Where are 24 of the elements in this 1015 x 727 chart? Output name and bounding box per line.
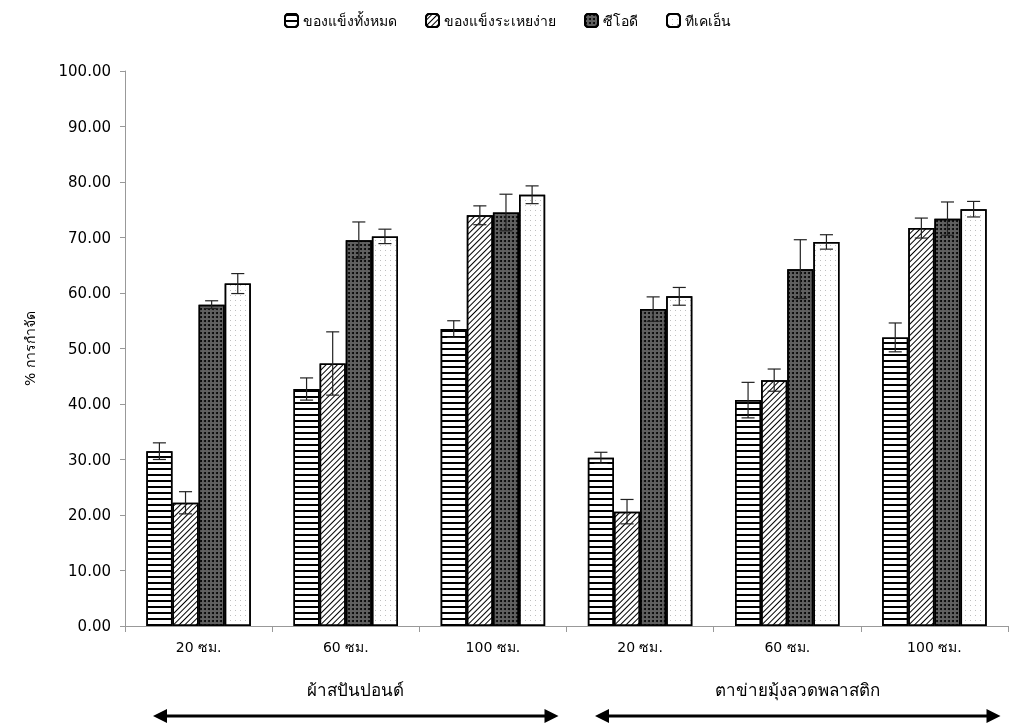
y-tick-label: 70.00 <box>68 228 111 247</box>
y-tick-label: 100.00 <box>58 62 111 80</box>
x-tick-label: 100 ซม. <box>465 639 521 655</box>
y-tick-label: 80.00 <box>68 173 111 191</box>
text: ตาข่ายมุ้งลวดพลาสติก <box>714 679 880 703</box>
legend-label: ซีโอดี <box>603 12 638 29</box>
y-tick-label: 40.00 <box>68 395 111 413</box>
y-tick-label: 0.00 <box>77 617 111 635</box>
legend-label: ของแข็งระเหยง่าย <box>444 11 556 29</box>
text: ผ้าสปันปอนด์ <box>307 679 405 702</box>
x-tick-label: 20 ซม. <box>175 639 222 655</box>
y-tick-label: 10.00 <box>68 561 111 580</box>
legend-label: ของแข็งทั้งหมด <box>303 10 397 29</box>
x-tick-label: 20 ซม. <box>617 639 663 655</box>
y-axis-title: % การกำจัด <box>22 311 38 386</box>
y-tick-label: 90.00 <box>68 117 111 136</box>
y-tick-label: 60.00 <box>68 284 111 302</box>
y-tick-label: 20.00 <box>68 506 111 524</box>
y-tick-label: 50.00 <box>68 339 111 358</box>
y-tick-label: 30.00 <box>68 450 111 469</box>
x-tick-label: 60 ซม. <box>764 639 811 655</box>
x-tick-label: 100 ซม. <box>907 639 962 655</box>
x-tick-label: 60 ซม. <box>322 639 369 655</box>
legend-label: ทีเคเอ็น <box>685 11 731 29</box>
